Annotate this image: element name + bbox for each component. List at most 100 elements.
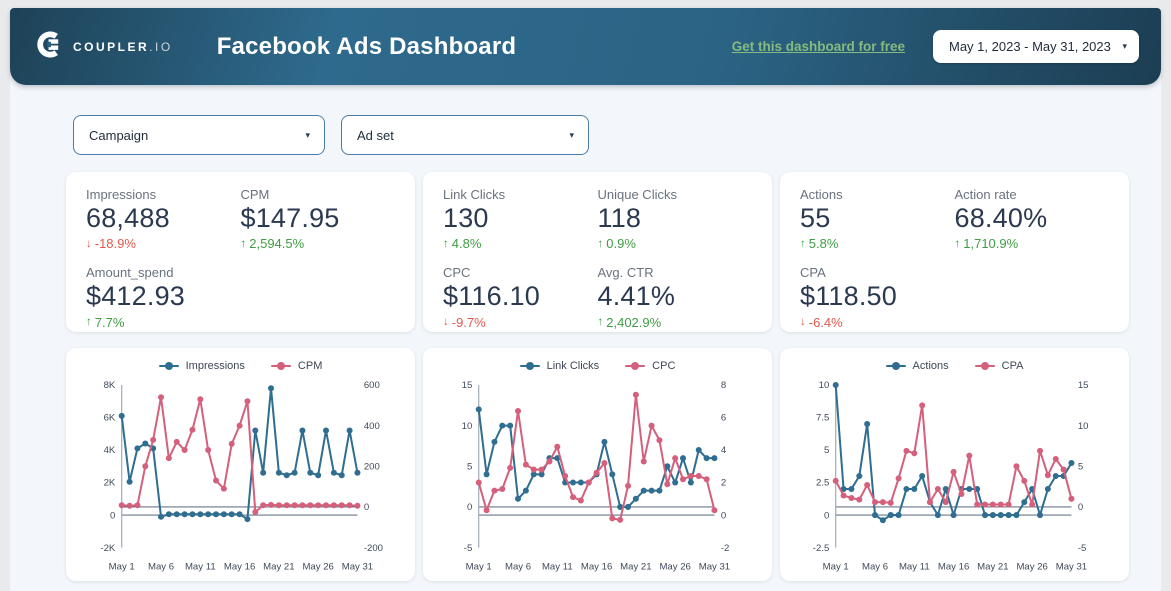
legend-line-icon bbox=[885, 361, 906, 370]
x-axis-tick: May 11 bbox=[542, 562, 573, 573]
metric-delta-value: 2,402.9% bbox=[606, 314, 662, 330]
legend-item: Actions bbox=[885, 360, 949, 372]
page-title: Facebook Ads Dashboard bbox=[216, 32, 517, 60]
x-axis-tick: May 21 bbox=[263, 562, 294, 573]
trend-up-arrow-icon: ↑ bbox=[443, 237, 449, 250]
legend-line-icon bbox=[270, 361, 291, 370]
metric-delta-value: 5.8% bbox=[808, 236, 839, 252]
chart-legend: Impressions CPM bbox=[80, 360, 401, 372]
x-axis-tick: May 11 bbox=[899, 562, 930, 573]
right-axis-tick: -2 bbox=[721, 543, 730, 554]
campaign-filter-dropdown[interactable]: Campaign ▾ bbox=[73, 115, 325, 155]
chart-card-impressions-cpm: Impressions CPM 8K 6K 4K 2K 0 -2K 600 400 200 0 -200… bbox=[66, 348, 415, 581]
x-axis-tick: May 16 bbox=[938, 562, 969, 573]
date-range-picker[interactable]: May 1, 2023 - May 31, 2023 ▾ bbox=[933, 30, 1139, 63]
chart-canvas-impressions-cpm[interactable]: 8K 6K 4K 2K 0 -2K 600 400 200 0 -200 May 1 May 6 May … bbox=[80, 374, 401, 575]
metric-label: Link Clicks bbox=[443, 187, 506, 202]
trend-up-arrow-icon: ↑ bbox=[800, 237, 806, 250]
metric-value: 68,488 bbox=[86, 203, 170, 233]
metric-delta: ↑ 4.8% bbox=[443, 236, 598, 251]
kpi-card-impressions-cpm-spend: Impressions 68,488 ↓ -18.9% CPM $147.95 ↑ 2,594… bbox=[66, 172, 415, 332]
metric-delta: ↑ 7.7% bbox=[86, 315, 241, 330]
chevron-down-icon: ▾ bbox=[569, 129, 574, 140]
legend-item: CPM bbox=[270, 360, 322, 372]
metric-delta: ↓ -6.4% bbox=[800, 315, 955, 330]
left-axis-tick: -2K bbox=[100, 543, 116, 554]
charts-row: Impressions CPM 8K 6K 4K 2K 0 -2K 600 400 200 0 -200… bbox=[66, 348, 1129, 581]
metric-delta-value: -6.4% bbox=[808, 314, 843, 330]
metric-value: 130 bbox=[443, 203, 489, 233]
right-axis-tick: 0 bbox=[721, 510, 726, 521]
x-axis-tick: May 11 bbox=[185, 562, 216, 573]
metric-delta-value: 7.7% bbox=[94, 314, 125, 330]
metric-delta: ↓ -9.7% bbox=[443, 315, 598, 330]
legend-label: CPA bbox=[1001, 360, 1024, 372]
kpi-card-actions-cpa: Actions 55 ↑ 5.8% Action rate 68.40% ↑ 1,710.9%… bbox=[780, 172, 1129, 332]
metric-delta-value: 0.9% bbox=[606, 236, 636, 252]
metric-delta: ↓ -18.9% bbox=[86, 236, 241, 251]
metric-label: CPC bbox=[443, 265, 471, 281]
chart-canvas-actions-cpa[interactable]: 10 7.5 5 2.5 0 -2.5 15 10 5 0 -5 May 1 May 6 May 11 Ma… bbox=[794, 374, 1115, 575]
left-axis-tick: 0 bbox=[110, 510, 115, 521]
left-axis-tick: 0 bbox=[824, 510, 829, 521]
metric-value: 118 bbox=[597, 203, 642, 233]
x-axis-tick: May 16 bbox=[581, 562, 612, 573]
metric-delta: ↑ 5.8% bbox=[800, 236, 955, 251]
kpi-metric: CPM $147.95 ↑ 2,594.5% bbox=[241, 187, 396, 251]
legend-line-icon bbox=[625, 361, 646, 370]
legend-item: CPC bbox=[625, 360, 675, 372]
chart-legend: Link Clicks CPC bbox=[437, 360, 758, 372]
trend-up-arrow-icon: ↑ bbox=[597, 316, 604, 329]
legend-line-icon bbox=[519, 361, 540, 370]
x-axis-tick: May 21 bbox=[977, 562, 1008, 573]
legend-label: Actions bbox=[912, 360, 949, 372]
left-axis-tick: 2.5 bbox=[816, 478, 829, 489]
x-axis-tick: May 6 bbox=[862, 562, 888, 573]
metric-label: Amount_spend bbox=[86, 265, 174, 281]
metric-value: 68.40% bbox=[954, 203, 1048, 233]
get-dashboard-link[interactable]: Get this dashboard for free bbox=[731, 39, 905, 54]
date-range-label: May 1, 2023 - May 31, 2023 bbox=[949, 39, 1111, 54]
chart-card-actions-cpa: Actions CPA 10 7.5 5 2.5 0 -2.5 15 10 5 0 -5 May 1 May… bbox=[780, 348, 1129, 581]
right-axis-tick: 4 bbox=[721, 445, 727, 456]
metric-delta: ↑ 0.9% bbox=[598, 236, 753, 251]
chart-legend: Actions CPA bbox=[794, 360, 1115, 372]
legend-line-icon bbox=[158, 361, 179, 370]
left-axis-tick: -2.5 bbox=[813, 543, 830, 554]
trend-down-arrow-icon: ↓ bbox=[800, 316, 806, 329]
right-axis-tick: 5 bbox=[1078, 461, 1083, 472]
left-axis-tick: 4K bbox=[104, 445, 116, 456]
x-axis-tick: May 26 bbox=[1016, 562, 1047, 573]
x-axis-tick: May 6 bbox=[505, 562, 531, 573]
content: Campaign ▾ Ad set ▾ Impressions 68,488 ↓ -1… bbox=[10, 85, 1129, 581]
left-axis-tick: 0 bbox=[467, 502, 472, 513]
left-axis-tick: 7.5 bbox=[816, 413, 829, 424]
metric-label: Actions bbox=[800, 187, 843, 202]
left-axis-tick: 2K bbox=[104, 478, 116, 489]
metric-value: $412.93 bbox=[86, 281, 185, 312]
adset-filter-dropdown[interactable]: Ad set ▾ bbox=[341, 115, 589, 155]
right-axis-tick: 10 bbox=[1078, 421, 1089, 432]
metric-delta-value: -18.9% bbox=[94, 236, 136, 252]
right-axis-tick: 200 bbox=[364, 461, 380, 472]
x-axis-tick: May 6 bbox=[148, 562, 174, 573]
kpi-metric: CPA $118.50 ↓ -6.4% bbox=[800, 265, 955, 329]
legend-label: Impressions bbox=[185, 360, 245, 372]
right-axis-tick: 600 bbox=[364, 380, 380, 391]
kpi-metric: Amount_spend $412.93 ↑ 7.7% bbox=[86, 265, 241, 329]
left-axis-tick: 10 bbox=[462, 421, 473, 432]
kpi-metric: CPC $116.10 ↓ -9.7% bbox=[443, 265, 598, 329]
legend-item: CPA bbox=[974, 360, 1024, 372]
chart-canvas-linkclicks-cpc[interactable]: 15 10 5 0 -5 8 6 4 2 0 -2 May 1 May 6 May 11 May 16 May… bbox=[437, 374, 758, 575]
metric-delta-value: 2,594.5% bbox=[249, 236, 305, 252]
metric-value: 4.41% bbox=[597, 281, 676, 312]
kpi-metric: Actions 55 ↑ 5.8% bbox=[800, 187, 955, 251]
right-axis-tick: 6 bbox=[721, 413, 726, 424]
x-axis-tick: May 1 bbox=[109, 562, 135, 573]
header: COUPLER.IO Facebook Ads Dashboard Get th… bbox=[10, 8, 1161, 85]
trend-down-arrow-icon: ↓ bbox=[86, 237, 92, 250]
brand: COUPLER.IO bbox=[36, 31, 173, 63]
chevron-down-icon: ▾ bbox=[305, 129, 310, 140]
chevron-down-icon: ▾ bbox=[1122, 41, 1127, 51]
metric-value: $147.95 bbox=[240, 203, 340, 233]
